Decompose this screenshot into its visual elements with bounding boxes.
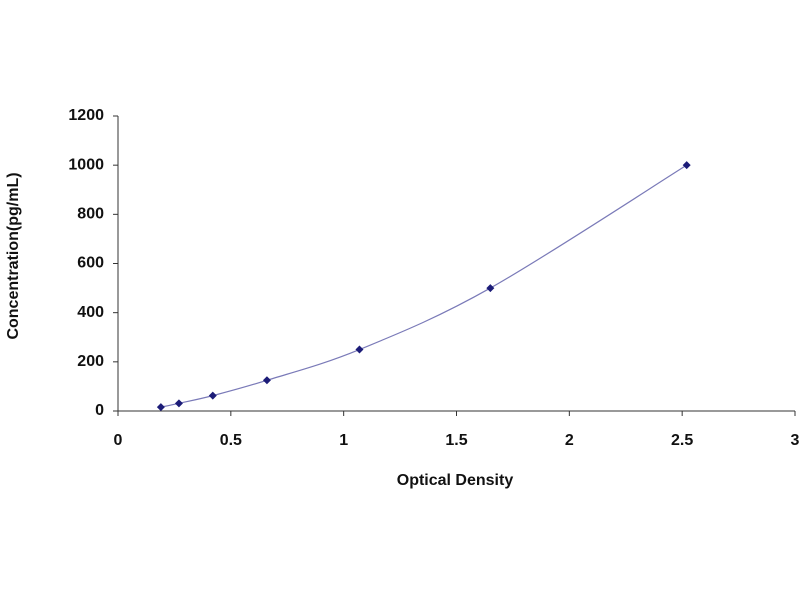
point [486,284,495,293]
point [174,399,183,408]
point [355,345,364,354]
x-tick-label: 2.5 [671,432,693,449]
x-tick-label: 0.5 [220,432,242,449]
point [208,391,217,400]
point [262,376,271,385]
y-tick-label: 200 [77,353,104,370]
y-tick-label: 600 [77,255,104,272]
y-tick-label: 0 [95,402,104,419]
y-axis-title: Concentration(pg/mL) [5,172,22,339]
x-tick-label: 3 [791,432,800,449]
x-axis-title: Optical Density [397,472,514,489]
y-tick-label: 1200 [68,107,104,124]
x-tick-label: 1.5 [445,432,467,449]
y-tick-label: 400 [77,304,104,321]
fit-curve [160,164,687,408]
y-tick-label: 1000 [68,156,104,173]
y-tick-label: 800 [77,206,104,223]
point [682,161,691,170]
point [156,403,165,412]
x-tick-label: 0 [114,432,123,449]
x-tick-label: 2 [565,432,574,449]
x-tick-label: 1 [339,432,348,449]
